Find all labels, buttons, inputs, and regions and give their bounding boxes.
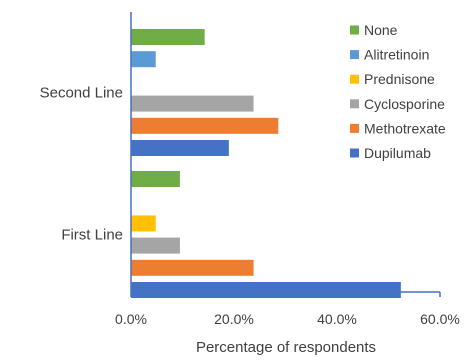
bar-first-line-dupilumab: [131, 282, 401, 298]
legend-swatch-prednisone: [350, 74, 359, 84]
legend-label-prednisone: Prednisone: [364, 71, 435, 87]
legend-label-methotrexate: Methotrexate: [364, 120, 446, 136]
bar-second-line-none: [131, 29, 205, 45]
y-tick-label: Second Line: [40, 85, 123, 102]
legend-label-cyclosporine: Cyclosporine: [364, 96, 445, 112]
x-tick-label: 20.0%: [214, 311, 254, 327]
legend-label-dupilumab: Dupilumab: [364, 145, 431, 161]
bars-layer: [131, 29, 401, 298]
bar-first-line-none: [131, 171, 180, 187]
legend-swatch-dupilumab: [350, 148, 359, 158]
legend-swatch-alitretinoin: [350, 50, 359, 60]
x-tick-label: 40.0%: [317, 311, 357, 327]
bar-second-line-alitretinoin: [131, 51, 156, 68]
legend-label-none: None: [364, 22, 398, 38]
y-tick-label: First Line: [61, 227, 123, 244]
x-tick-label: 0.0%: [115, 311, 147, 327]
bar-second-line-cyclosporine: [131, 95, 254, 112]
legend-swatch-cyclosporine: [350, 99, 359, 109]
x-tick-label: 60.0%: [420, 311, 460, 327]
legend-swatch-none: [350, 25, 359, 35]
legend-swatch-methotrexate: [350, 123, 359, 133]
bar-first-line-prednisone: [131, 215, 156, 232]
bar-second-line-dupilumab: [131, 140, 229, 156]
bar-first-line-cyclosporine: [131, 237, 180, 254]
legend: None Alitretinoin Prednisone Cyclosporine Me…: [350, 22, 446, 161]
legend-label-alitretinoin: Alitretinoin: [364, 47, 429, 63]
bar-second-line-methotrexate: [131, 117, 279, 134]
bar-first-line-methotrexate: [131, 259, 254, 276]
x-axis-title: Percentage of respondents: [196, 339, 376, 356]
axes-layer: Second Line First Line 0.0% 20.0% 40.0% 60.0%: [40, 12, 460, 327]
